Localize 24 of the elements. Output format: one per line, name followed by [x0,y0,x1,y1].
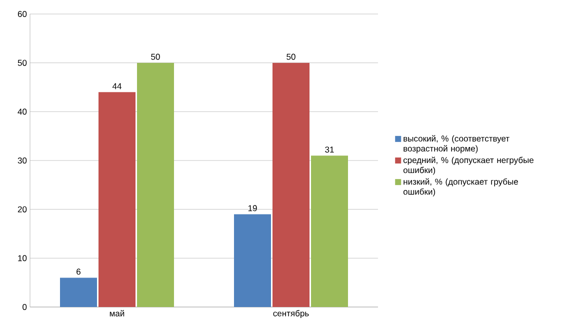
x-tick-label: май [110,310,124,316]
y-tick-label: 20 [18,206,27,212]
bar [311,156,348,307]
bar [272,62,310,307]
bar [60,278,97,307]
y-tick-label: 30 [18,157,27,164]
x-tick-label: сентябрь [273,310,309,318]
data-label: 44 [112,83,122,90]
y-tick-label: 10 [18,255,27,262]
y-tick-label: 50 [18,60,27,66]
bar [234,214,272,307]
bar [137,62,174,307]
legend-label: низкий, % (допускает грубые ошибки) [403,178,518,196]
y-tick-label: 60 [18,10,27,18]
bar [98,92,136,307]
legend-label: высокий, % (соответствует возрастной норме) [404,135,510,154]
y-tick-label: 0 [22,304,27,310]
data-label: 50 [151,54,160,60]
data-label: 19 [248,205,257,212]
data-label: 31 [325,146,334,153]
legend-label: средний, % (допускает негрубые ошибки) [403,156,534,175]
y-tick-label: 40 [18,108,27,115]
data-label: 6 [76,268,80,275]
data-label: 50 [286,54,296,60]
